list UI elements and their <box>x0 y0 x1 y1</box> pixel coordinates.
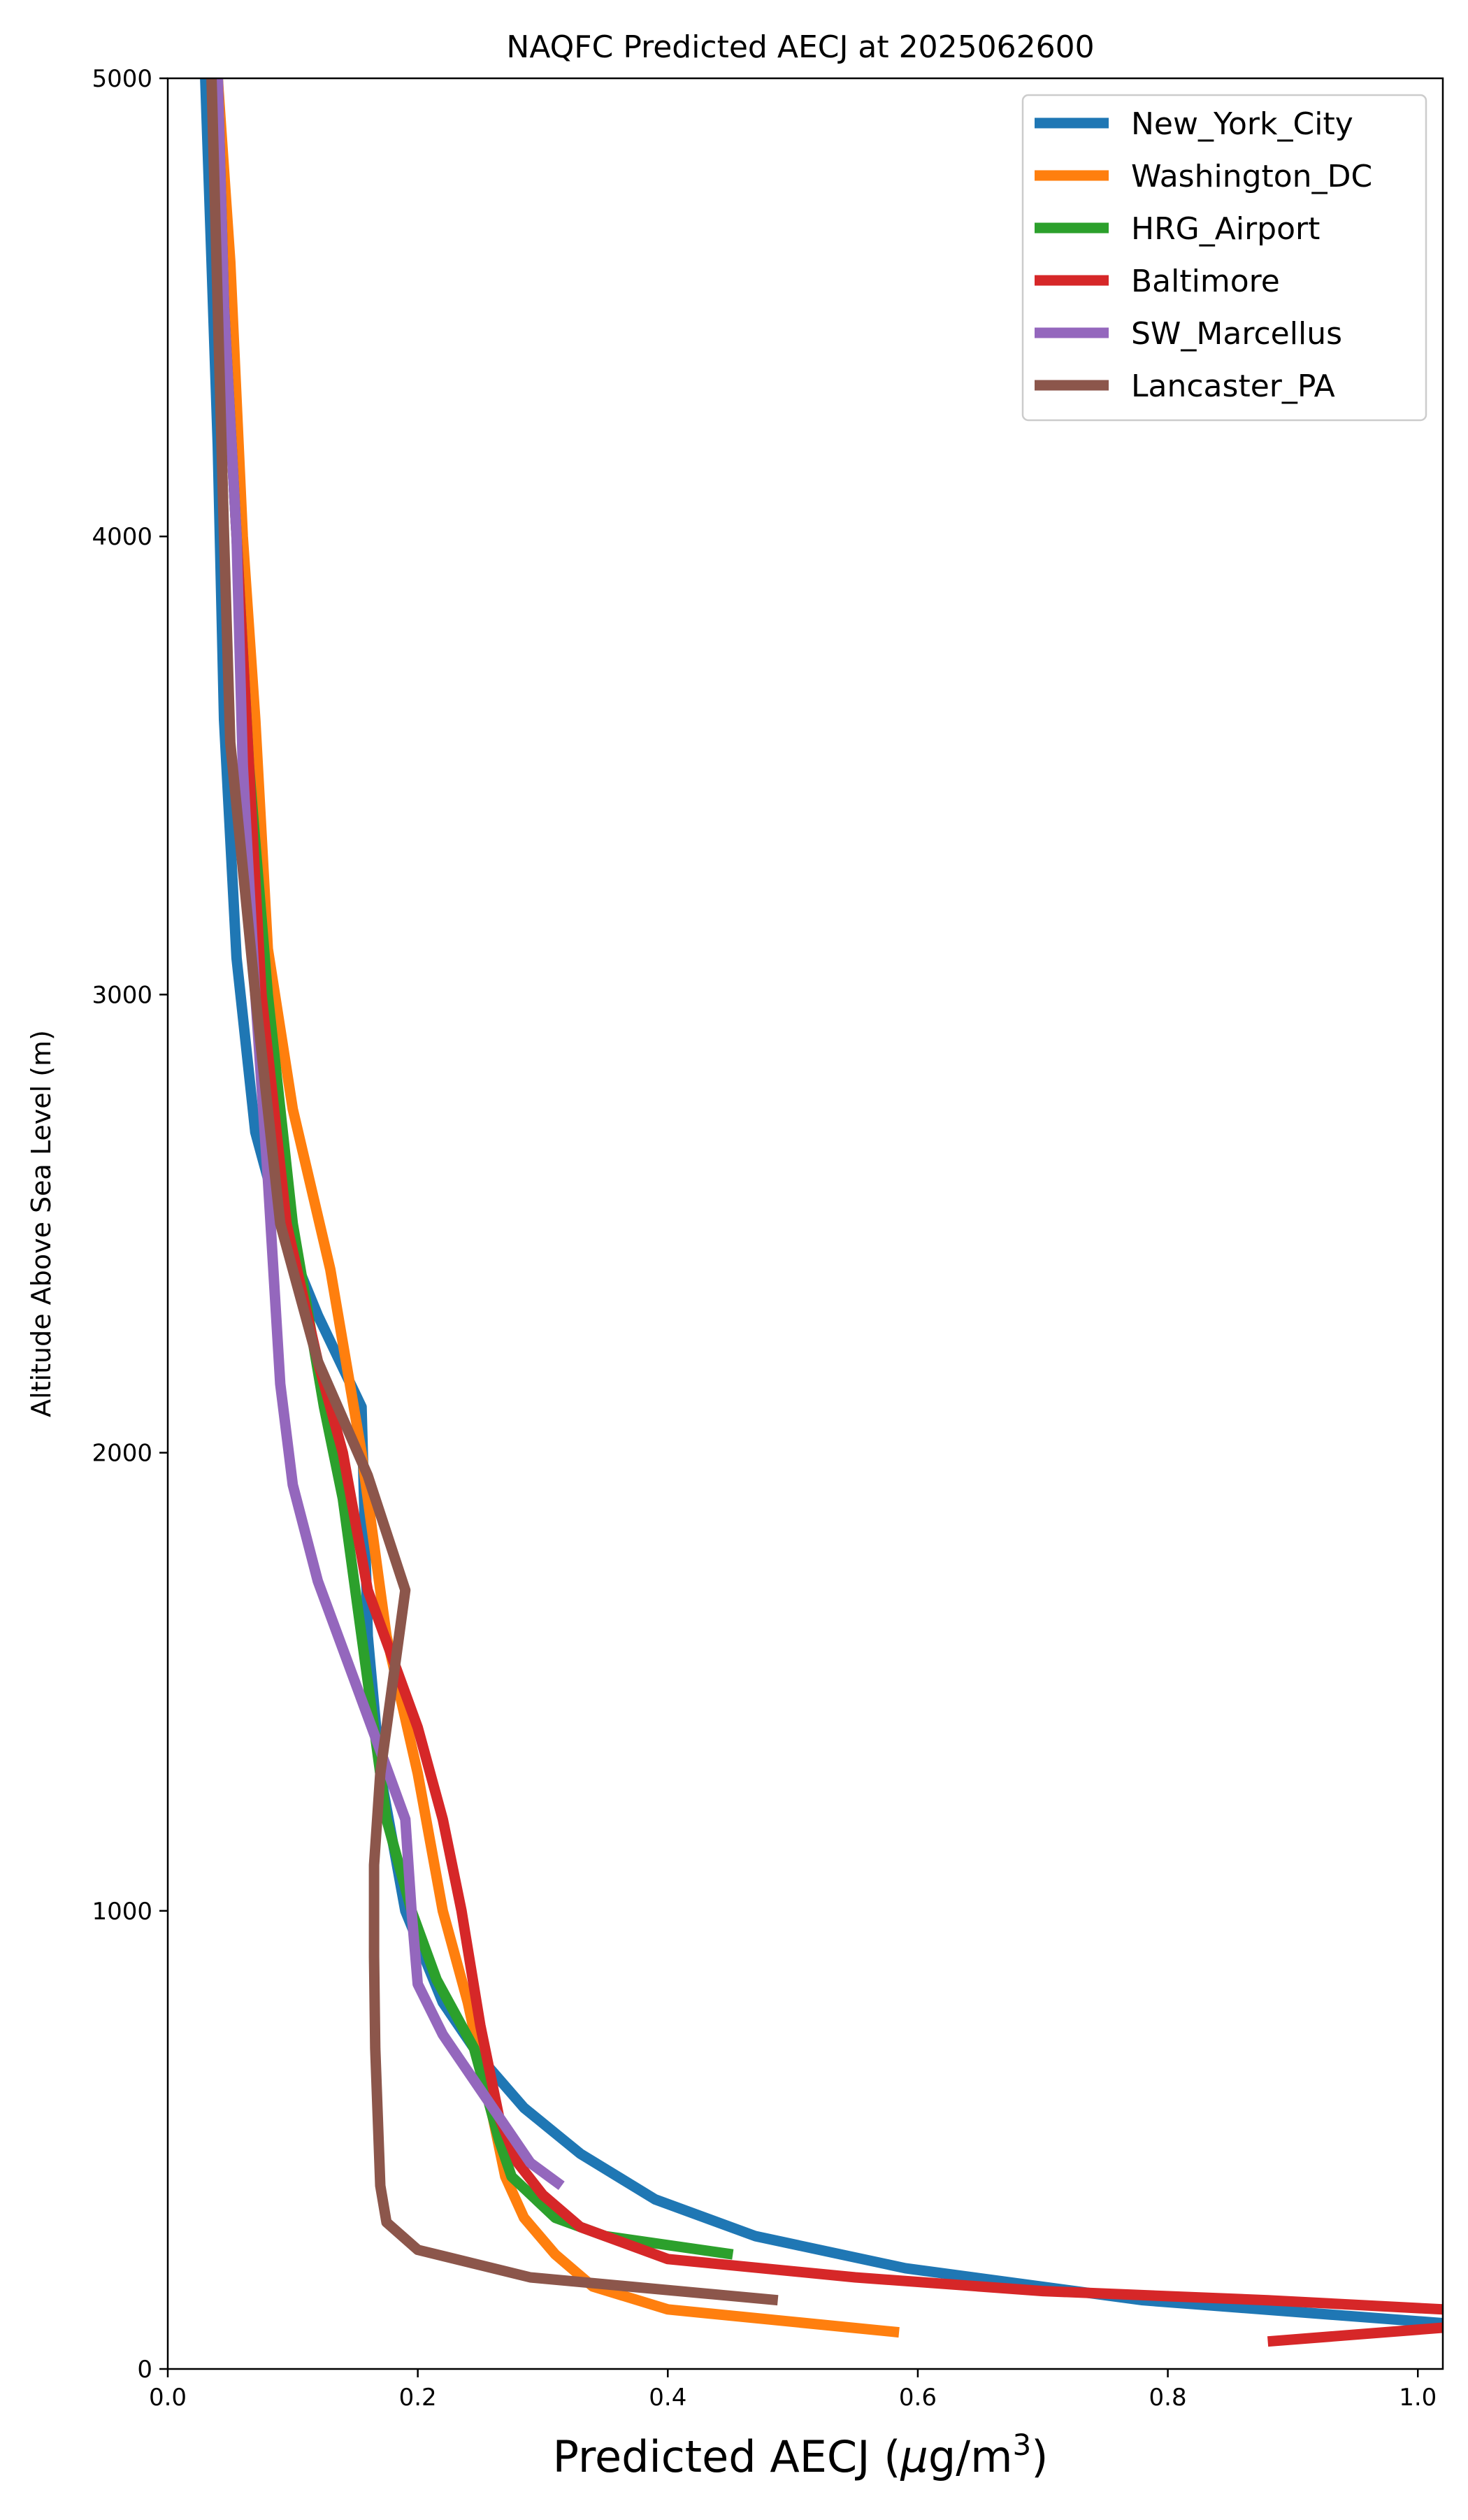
plot-area <box>166 77 1444 2370</box>
series-line-hrg-airport <box>213 78 734 2260</box>
legend-box <box>1021 94 1427 422</box>
y-tick-label: 1000 <box>92 1898 152 1926</box>
series-line-washington-dc <box>213 78 900 2338</box>
y-tick-label: 2000 <box>92 1440 152 1468</box>
y-axis-label: Altitude Above Sea Level (m) <box>26 1030 57 1417</box>
y-tick-label: 0 <box>137 2356 152 2384</box>
x-tick-label: 1.0 <box>1399 2384 1437 2412</box>
legend-label: Washington_DC <box>1131 159 1372 194</box>
legend: New_York_City Washington_DC HRG_Airport Bal… <box>1021 94 1427 422</box>
x-tick-label: 0.0 <box>149 2384 187 2412</box>
y-tick-label: 3000 <box>92 981 152 1009</box>
legend-label: SW_Marcellus <box>1131 316 1342 352</box>
x-axis: 0.0 0.2 0.4 0.6 0.8 1.0 <box>149 2369 1437 2412</box>
y-tick-label: 5000 <box>92 65 152 93</box>
series-line-baltimore-lowest-segment <box>1267 2322 1443 2347</box>
x-tick-label: 0.4 <box>649 2384 686 2412</box>
legend-label: HRG_Airport <box>1131 211 1320 247</box>
x-tick-label: 0.6 <box>899 2384 937 2412</box>
chart-title: NAQFC Predicted AECJ at 2025062600 <box>506 29 1094 65</box>
series-layer <box>200 78 1443 2347</box>
x-axis-label-suffix: ) <box>1031 2431 1048 2482</box>
series-line-sw-marcellus <box>213 78 565 2190</box>
series-line-baltimore <box>213 78 1443 2315</box>
series-line-lancaster-pa <box>206 78 779 2306</box>
legend-label: New_York_City <box>1131 106 1353 142</box>
x-tick-label: 0.2 <box>399 2384 437 2412</box>
x-axis-label-exponent: 3 <box>1012 2428 1031 2462</box>
legend-label: Baltimore <box>1131 264 1280 299</box>
legend-label: Lancaster_PA <box>1131 368 1335 404</box>
y-axis: 0 1000 2000 3000 4000 5000 <box>92 65 168 2384</box>
plot-frame <box>166 77 1444 2370</box>
x-tick-label: 0.8 <box>1149 2384 1187 2412</box>
y-tick-label: 4000 <box>92 523 152 551</box>
x-axis-label-mu: μ <box>900 2431 928 2482</box>
x-axis-label-prefix: Predicted AECJ ( <box>553 2431 901 2482</box>
x-axis-label: Predicted AECJ (μg/m3) <box>553 2428 1049 2483</box>
x-axis-label-unit: g/m <box>928 2431 1013 2482</box>
